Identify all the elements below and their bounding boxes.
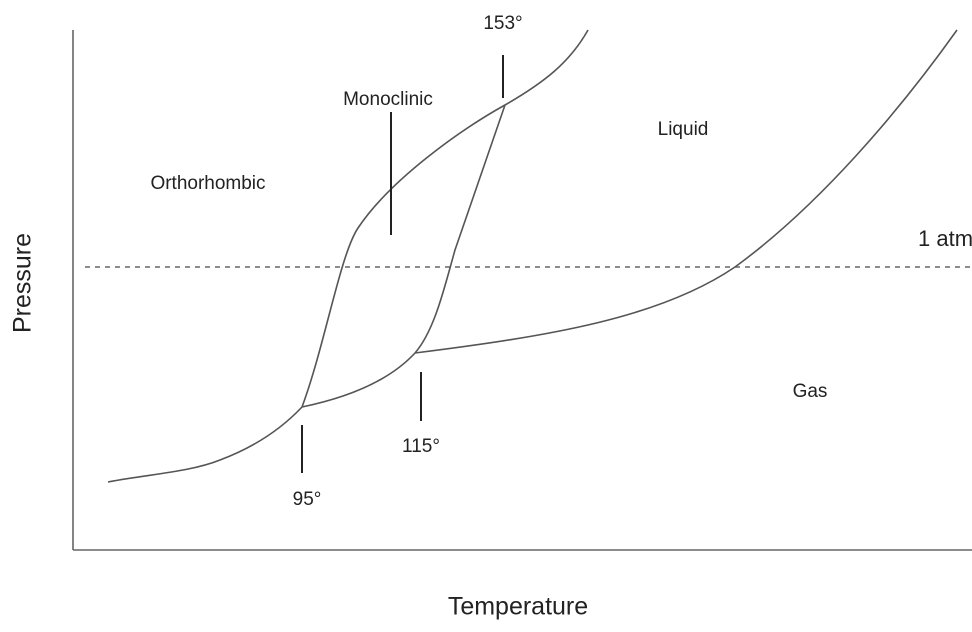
mono-liquid-boundary	[414, 104, 506, 354]
label-orthorhombic: Orthorhombic	[150, 173, 265, 194]
ortho-gas-boundary	[107, 406, 303, 483]
y-axis-label: Pressure	[9, 233, 37, 333]
label-95: 95°	[293, 489, 322, 510]
x-axis-label: Temperature	[448, 593, 588, 621]
ortho-mono-liquid-boundary	[301, 29, 589, 408]
label-gas: Gas	[793, 381, 828, 402]
label-115: 115°	[402, 436, 440, 457]
label-monoclinic: Monoclinic	[343, 89, 433, 110]
liquid-gas-boundary	[414, 29, 958, 354]
label-1atm: 1 atm	[918, 226, 972, 251]
label-liquid: Liquid	[658, 119, 709, 140]
label-153: 153°	[483, 13, 522, 34]
mono-gas-boundary	[301, 352, 416, 408]
